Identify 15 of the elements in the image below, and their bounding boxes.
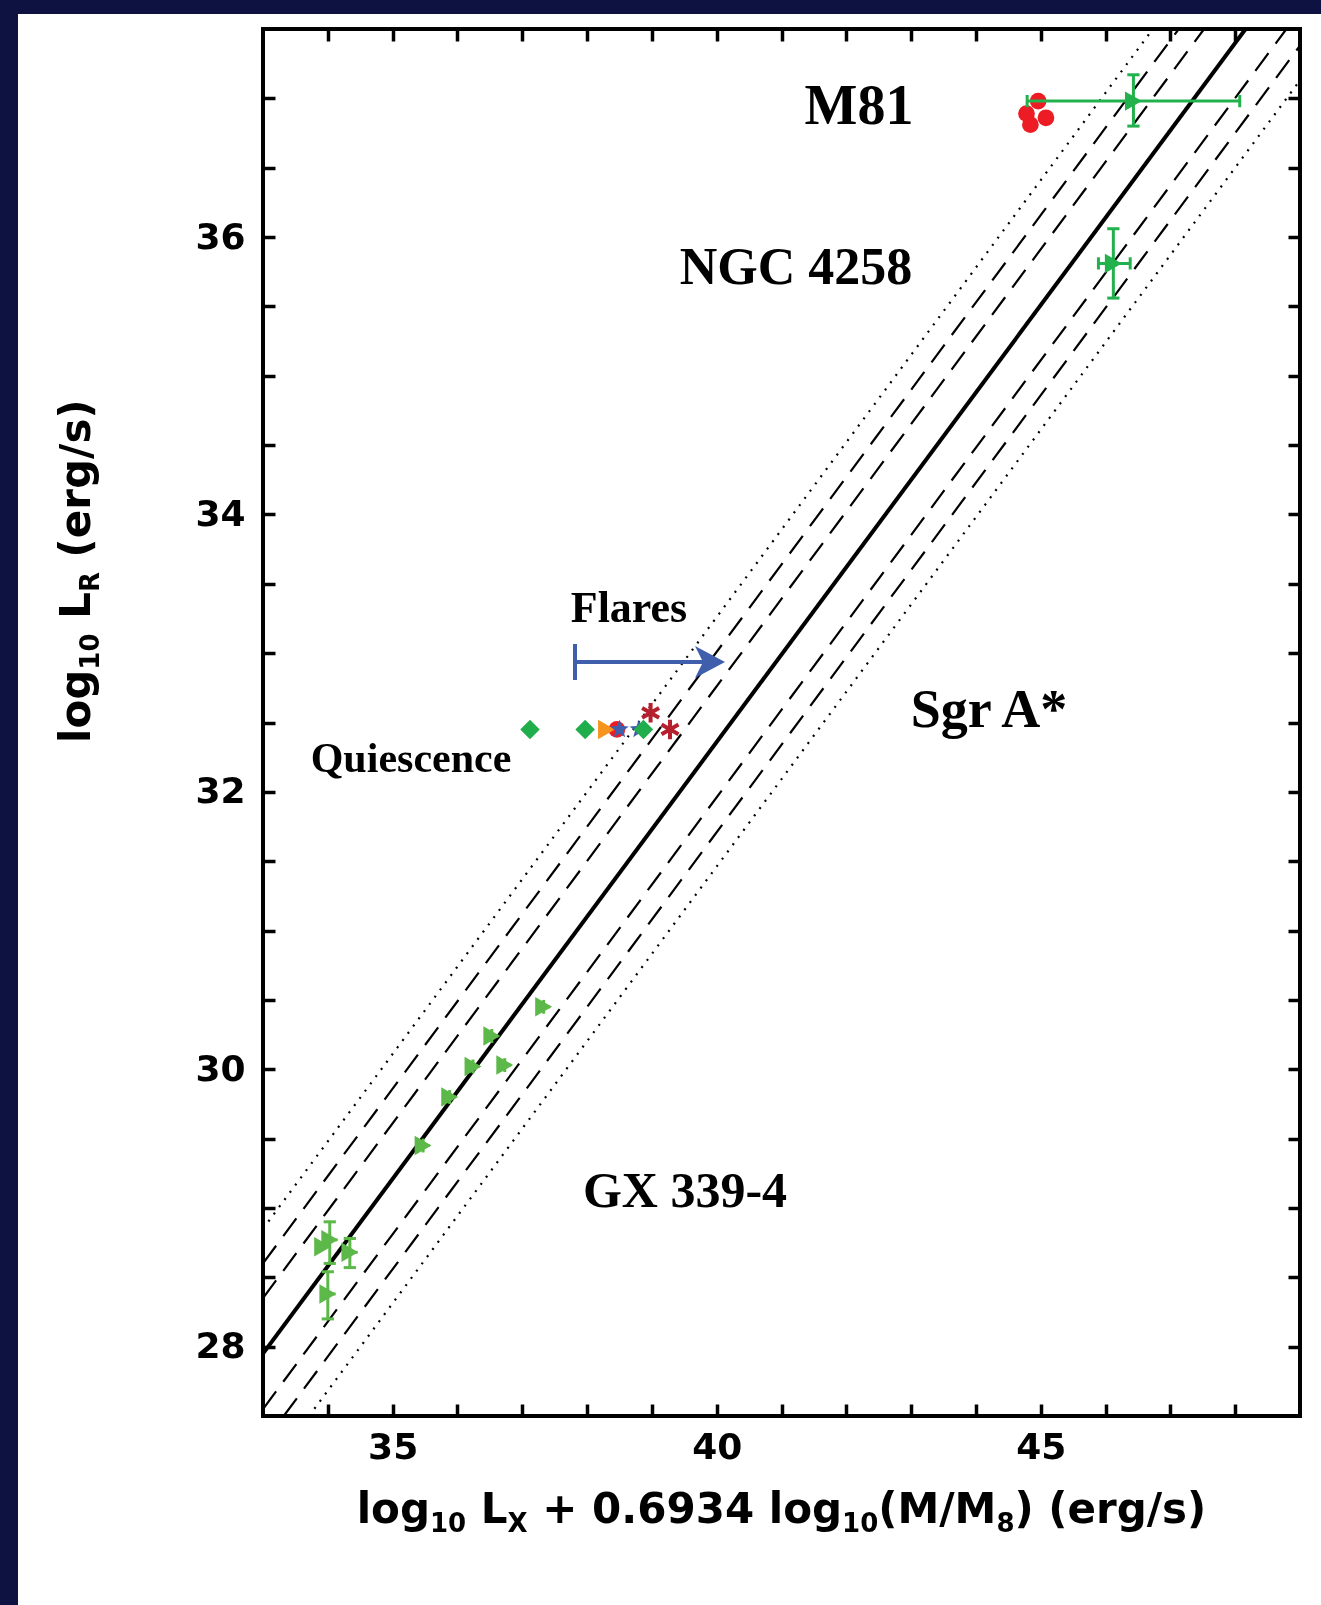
x-tick-label: 45 [1016, 1425, 1067, 1467]
y-tick-label: 30 [195, 1047, 246, 1089]
annotation: Sgr A* [910, 679, 1068, 739]
annotation: Flares [570, 583, 688, 632]
annotation: GX 339-4 [582, 1162, 788, 1218]
x-tick-label: 40 [692, 1425, 743, 1467]
text: log$_{10}$ L$_{X}$ + 0.6934 log$_{10}$(M/M$_{8}$) (erg/s) [356, 1484, 1207, 1539]
y-tick-label: 36 [195, 215, 246, 257]
y-tick-label: 32 [195, 770, 246, 812]
annotation: NGC 4258 [679, 238, 913, 295]
annotation: Quiescence [310, 735, 512, 781]
x-tick-label: 35 [368, 1425, 419, 1467]
y-tick-label: 28 [195, 1325, 246, 1367]
y-tick-label: 34 [195, 492, 246, 534]
annotation: M81 [804, 74, 914, 136]
